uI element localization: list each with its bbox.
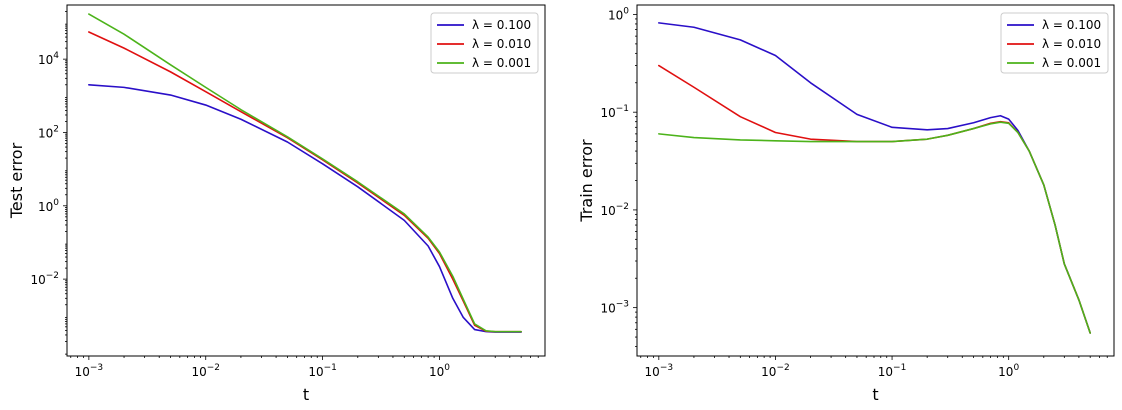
series-line-3 (88, 13, 522, 333)
legend: λ = 0.100 λ = 0.010 λ = 0.001 (1000, 12, 1109, 74)
x-tick-label: 10−2 (191, 363, 220, 379)
y-tick-label: 10−1 (600, 104, 629, 120)
y-tick-label: 10−2 (600, 202, 629, 218)
y-axis-label: Test error (7, 142, 26, 219)
series-line-2 (88, 31, 522, 333)
y-tick-label: 100 (38, 198, 59, 214)
legend-box (1000, 12, 1109, 74)
series-line-2 (658, 64, 1091, 334)
legend-box (430, 12, 539, 74)
x-tick-label: 10−3 (645, 363, 674, 379)
x-axis-label: t (872, 385, 878, 404)
y-tick-label: 10−2 (30, 271, 59, 287)
x-axis-label: t (303, 385, 309, 404)
test-error-panel: 10−3 10−2 10−1 100 10−2 100 102 104 t Test error λ… (7, 4, 546, 404)
x-tick-label: 10−3 (75, 363, 104, 379)
x-tick-label: 10−1 (308, 363, 337, 379)
legend: λ = 0.100 λ = 0.010 λ = 0.001 (430, 12, 539, 74)
y-axis-label: Train error (577, 139, 596, 223)
y-tick-label: 104 (38, 51, 59, 67)
x-tick-label: 10−2 (761, 363, 790, 379)
y-tick-label: 102 (38, 124, 59, 140)
train-error-panel: 10−3 10−2 10−1 100 10−3 10−2 10−1 100 t Train err… (577, 4, 1115, 404)
legend-label-1: λ = 0.100 (472, 18, 531, 32)
series-line-3 (658, 121, 1091, 334)
legend-label-3: λ = 0.001 (1042, 56, 1101, 70)
x-tick-label: 10−1 (878, 363, 907, 379)
series-line-1 (88, 83, 522, 333)
x-tick-label: 100 (429, 363, 450, 379)
legend-label-1: λ = 0.100 (1042, 18, 1101, 32)
x-tick-label: 100 (998, 363, 1019, 379)
legend-label-2: λ = 0.010 (1042, 37, 1101, 51)
y-tick-label: 10−3 (600, 300, 629, 316)
legend-label-2: λ = 0.010 (472, 37, 531, 51)
legend-label-3: λ = 0.001 (472, 56, 531, 70)
y-tick-label: 100 (608, 6, 629, 22)
